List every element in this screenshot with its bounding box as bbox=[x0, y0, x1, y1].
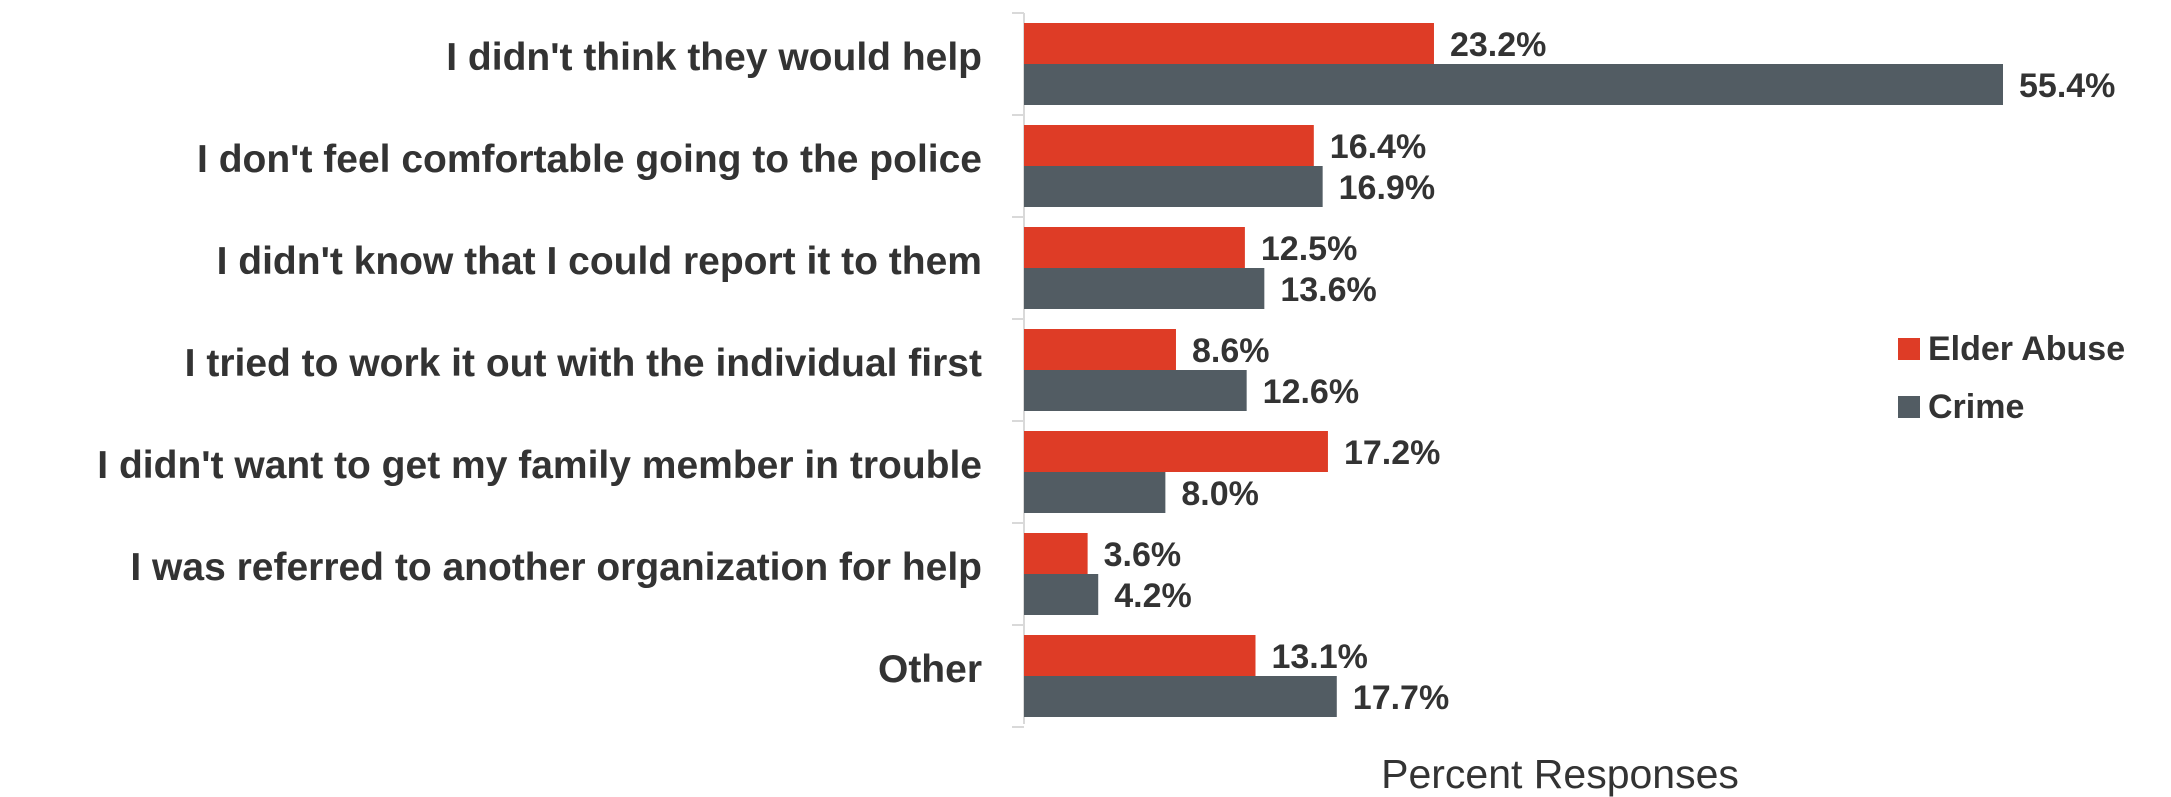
category-label: I didn't know that I could report it to … bbox=[217, 240, 982, 283]
data-label-elder-abuse: 16.4% bbox=[1330, 128, 1426, 166]
bar-crime bbox=[1024, 370, 1247, 411]
data-label-elder-abuse: 17.2% bbox=[1344, 434, 1440, 472]
data-label-crime: 13.6% bbox=[1280, 271, 1376, 309]
data-label-crime: 12.6% bbox=[1263, 373, 1359, 411]
data-labels: 23.2% 55.4% 16.4%16.9% 12.5%13.6% 8.6%12.6% 1… bbox=[1104, 26, 2116, 717]
bar-elder-abuse bbox=[1024, 125, 1314, 166]
bar-elder-abuse bbox=[1024, 23, 1434, 64]
data-label-elder-abuse: 13.1% bbox=[1271, 638, 1367, 676]
legend-label-crime: Crime bbox=[1928, 388, 2024, 426]
category-label: Other bbox=[878, 648, 982, 691]
bar-crime bbox=[1024, 268, 1265, 309]
data-label-elder-abuse: 12.5% bbox=[1261, 230, 1357, 268]
legend-label-elder-abuse: Elder Abuse bbox=[1928, 330, 2125, 368]
data-label-crime: 8.0% bbox=[1181, 475, 1259, 513]
data-label-elder-abuse: 8.6% bbox=[1192, 332, 1270, 370]
data-label-crime: 55.4% bbox=[2019, 67, 2115, 105]
bar-crime bbox=[1024, 64, 2003, 105]
data-label-elder-abuse: 23.2% bbox=[1450, 26, 1546, 64]
bar-crime bbox=[1024, 166, 1323, 207]
legend: Elder Abuse Crime bbox=[1898, 330, 2125, 426]
bar-elder-abuse bbox=[1024, 227, 1245, 268]
data-label-crime: 4.2% bbox=[1114, 577, 1192, 615]
category-label: I didn't think they would help bbox=[446, 36, 982, 79]
bar-elder-abuse bbox=[1024, 431, 1328, 472]
y-axis-ticks bbox=[1012, 12, 1024, 728]
data-label-crime: 17.7% bbox=[1353, 679, 1449, 717]
category-labels: I didn't think they would help I don't fe… bbox=[97, 36, 982, 691]
bar-elder-abuse bbox=[1024, 533, 1088, 574]
bar-crime bbox=[1024, 472, 1166, 513]
category-label: I tried to work it out with the individu… bbox=[185, 342, 982, 385]
legend-swatch-crime bbox=[1898, 396, 1920, 418]
data-label-crime: 16.9% bbox=[1339, 169, 1435, 207]
bar-crime bbox=[1024, 676, 1337, 717]
bar-series bbox=[1024, 23, 2003, 717]
bar-crime bbox=[1024, 574, 1099, 615]
category-label: I didn't want to get my family member in… bbox=[97, 444, 982, 487]
bar-elder-abuse bbox=[1024, 329, 1176, 370]
category-label: I don't feel comfortable going to the po… bbox=[197, 138, 982, 181]
bar-elder-abuse bbox=[1024, 635, 1256, 676]
category-label: I was referred to another organization f… bbox=[130, 546, 982, 589]
data-label-elder-abuse: 3.6% bbox=[1104, 536, 1182, 574]
legend-swatch-elder-abuse bbox=[1898, 338, 1920, 360]
x-axis-title: Percent Responses bbox=[1381, 751, 1739, 797]
